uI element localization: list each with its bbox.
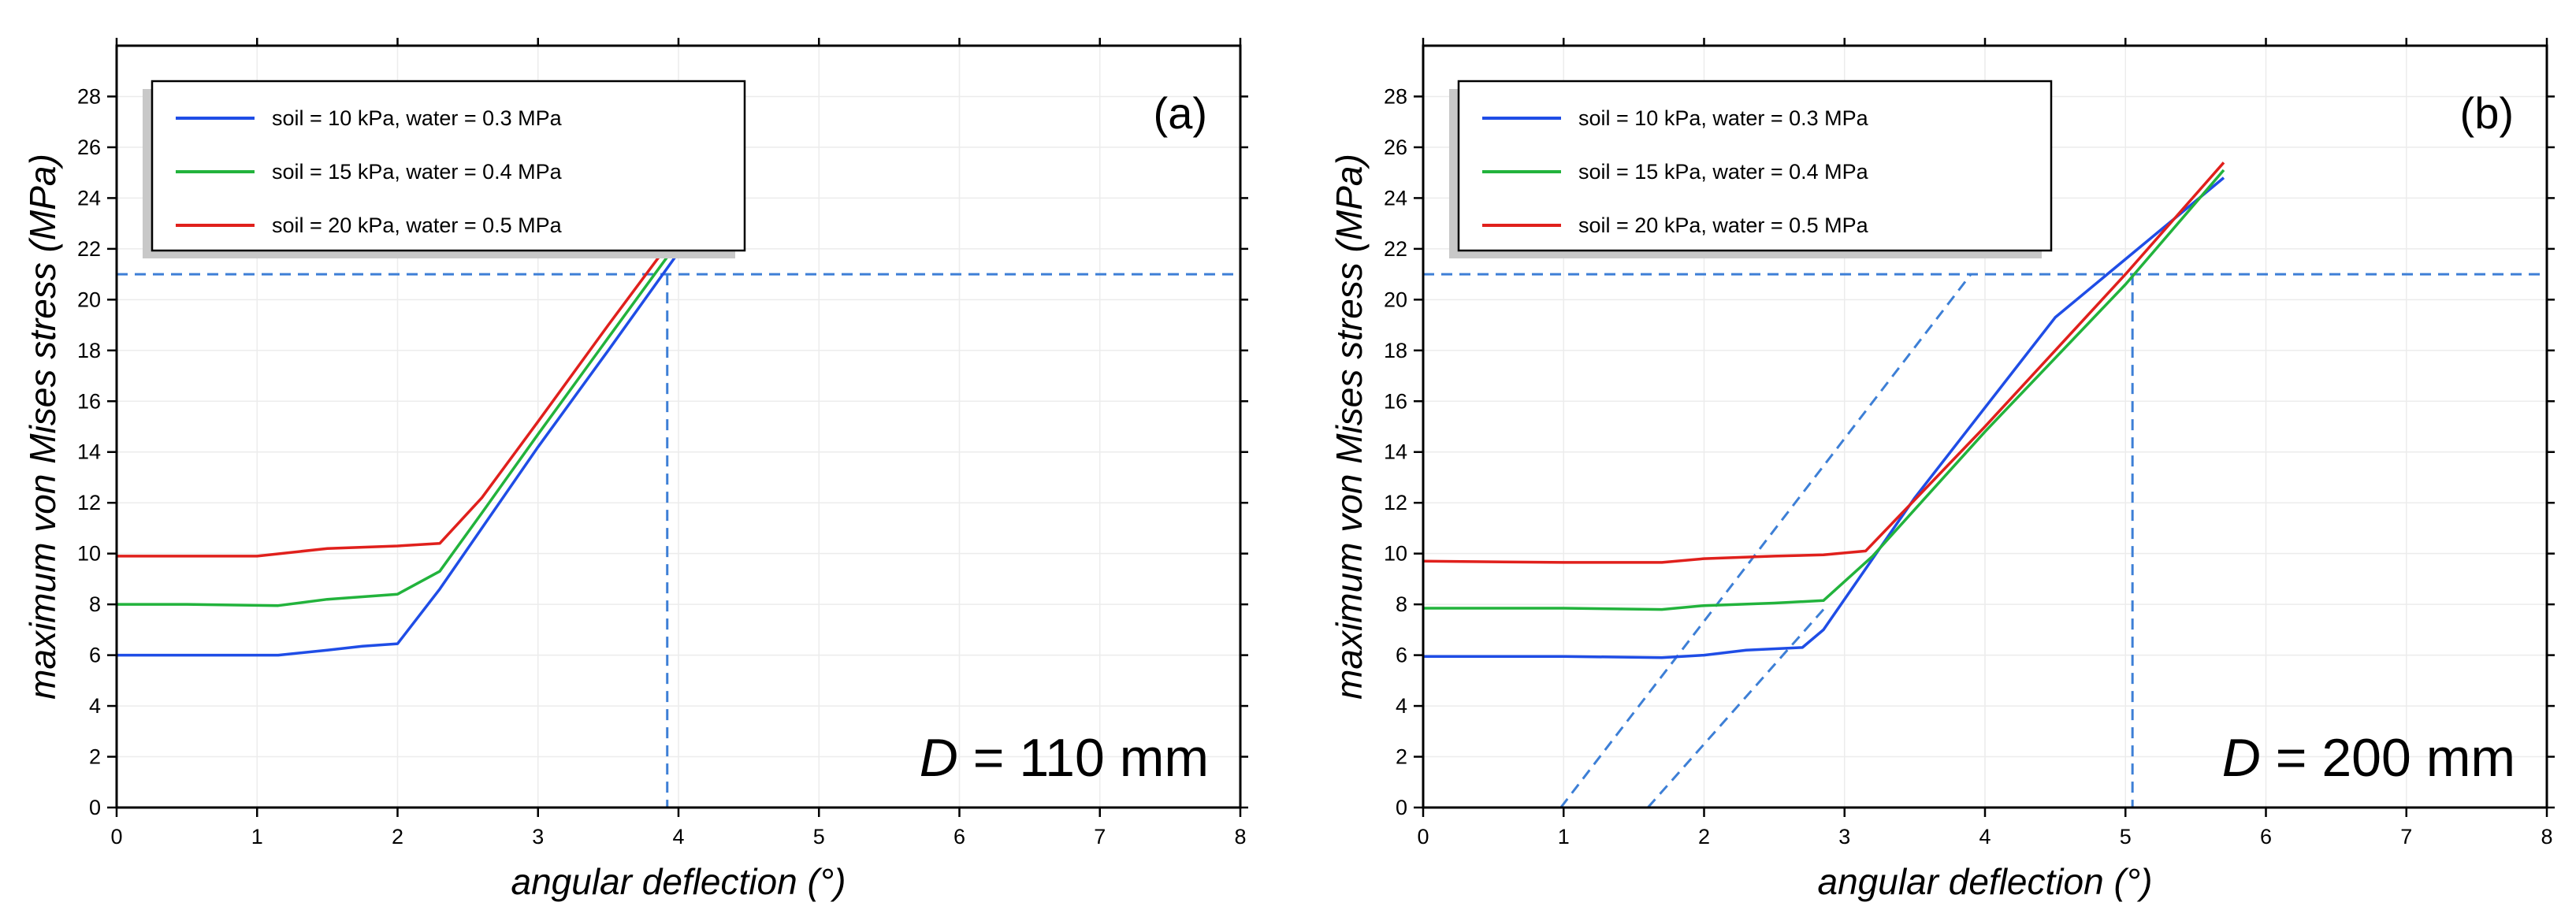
x-tick-label: 2: [1698, 825, 1710, 848]
legend-label: soil = 15 kPa, water = 0.4 MPa: [1578, 160, 1869, 184]
x-tick-label: 5: [813, 825, 825, 848]
y-tick-label: 14: [77, 440, 101, 464]
y-tick-label: 4: [89, 694, 101, 718]
legend-label: soil = 10 kPa, water = 0.3 MPa: [272, 106, 563, 130]
series-line-1: [1423, 176, 2225, 659]
y-tick-label: 20: [77, 288, 101, 311]
y-tick-label: 0: [1396, 796, 1407, 819]
y-tick-label: 10: [77, 542, 101, 566]
x-tick-label: 0: [1417, 825, 1429, 848]
legend-label: soil = 20 kPa, water = 0.5 MPa: [272, 214, 563, 237]
y-tick-label: 4: [1396, 694, 1407, 718]
x-tick-label: 6: [2260, 825, 2272, 848]
y-tick-label: 22: [77, 237, 101, 261]
legend: soil = 10 kPa, water = 0.3 MPa soil = 15…: [1449, 80, 2053, 258]
diameter-value: = 110 mm: [958, 728, 1209, 788]
legend-label: soil = 15 kPa, water = 0.4 MPa: [272, 160, 563, 184]
x-tick-label: 7: [2400, 825, 2412, 848]
guide-lines: [117, 273, 1240, 808]
diameter-annotation: D = 110 mm: [920, 728, 1209, 788]
panel-tag: (a): [1154, 88, 1207, 138]
diameter-annotation: D = 200 mm: [2222, 728, 2515, 788]
y-tick-label: 16: [77, 389, 101, 413]
y-tick-label: 12: [1384, 491, 1407, 514]
guide-diagonal: [1559, 273, 1972, 808]
x-tick-label: 4: [672, 825, 684, 848]
x-tick-label: 8: [1234, 825, 1246, 848]
series-line-1: [117, 212, 708, 657]
y-tick-label: 28: [1384, 84, 1407, 108]
x-tick-label: 6: [953, 825, 965, 848]
legend-box: [151, 80, 746, 252]
series-lines: [1422, 162, 2225, 659]
series-line-2: [1423, 169, 2225, 611]
y-tick-label: 26: [1384, 136, 1407, 159]
x-tick-label: 4: [1979, 825, 1991, 848]
legend-label: soil = 20 kPa, water = 0.5 MPa: [1578, 214, 1869, 237]
legend: soil = 10 kPa, water = 0.3 MPa soil = 15…: [143, 80, 746, 258]
series-line-3: [117, 191, 708, 558]
panel-tag: (b): [2460, 88, 2514, 138]
grid: [116, 46, 1241, 808]
y-tick-label: 2: [1396, 745, 1407, 769]
y-tick-label: 18: [1384, 339, 1407, 362]
y-tick-label: 8: [89, 592, 101, 616]
x-tick-label: 7: [1094, 825, 1106, 848]
y-tick-label: 6: [89, 644, 101, 667]
y-tick-label: 28: [77, 84, 101, 108]
series-line-2: [117, 202, 708, 607]
x-tick-label: 3: [1838, 825, 1850, 848]
x-tick-label: 1: [251, 825, 263, 848]
legend-box: [1457, 80, 2053, 252]
diameter-symbol: D: [2222, 728, 2261, 788]
x-tick-label: 0: [110, 825, 122, 848]
y-axis-title: maximum von Mises stress (MPa): [22, 154, 63, 700]
x-tick-label: 1: [1558, 825, 1570, 848]
y-tick-label: 20: [1384, 288, 1407, 311]
series-lines: [117, 191, 708, 657]
x-tick-label: 2: [392, 825, 403, 848]
y-tick-label: 12: [77, 491, 101, 514]
y-tick-label: 18: [77, 339, 101, 362]
x-axis-title: angular deflection (°): [1818, 861, 2153, 902]
y-tick-label: 2: [89, 745, 101, 769]
y-tick-label: 8: [1396, 592, 1407, 616]
y-tick-label: 26: [77, 136, 101, 159]
x-axis-title: angular deflection (°): [511, 861, 846, 902]
y-tick-label: 16: [1384, 389, 1407, 413]
y-tick-label: 0: [89, 796, 101, 819]
y-tick-label: 22: [1384, 237, 1407, 261]
y-tick-label: 14: [1384, 440, 1407, 464]
series-line-3: [1422, 162, 2225, 564]
y-axis-title: maximum von Mises stress (MPa): [1329, 154, 1370, 700]
y-tick-label: 24: [1384, 186, 1407, 210]
x-tick-label: 3: [532, 825, 544, 848]
diameter-value: = 200 mm: [2261, 728, 2515, 788]
y-tick-label: 6: [1396, 644, 1407, 667]
guide-lines: [1423, 273, 2547, 808]
x-tick-label: 8: [2541, 825, 2552, 848]
y-tick-label: 10: [1384, 542, 1407, 566]
diameter-symbol: D: [920, 728, 958, 788]
guide-diagonal: [1647, 608, 1825, 808]
y-tick-label: 24: [77, 186, 101, 210]
legend-label: soil = 10 kPa, water = 0.3 MPa: [1578, 106, 1869, 130]
x-tick-label: 5: [2120, 825, 2132, 848]
